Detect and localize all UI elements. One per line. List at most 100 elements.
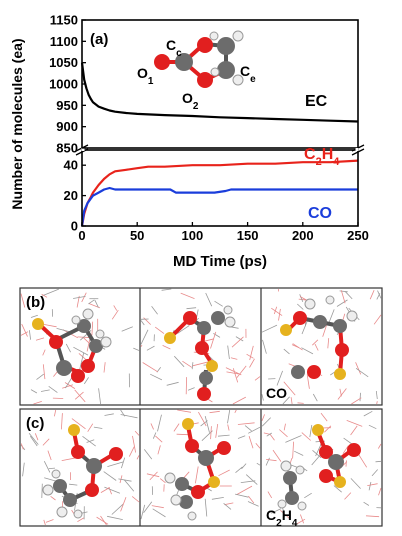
network-bond: [177, 325, 190, 334]
network-bond: [283, 348, 290, 355]
network-bond: [104, 486, 121, 494]
network-bond: [237, 422, 255, 425]
panel-label-a: (a): [90, 31, 108, 48]
network-bond: [232, 396, 246, 405]
network-bond: [300, 514, 304, 524]
network-bond: [306, 374, 310, 389]
network-bond: [100, 487, 110, 493]
network-bond: [280, 510, 291, 520]
network-bond: [20, 293, 26, 308]
network-bond: [65, 343, 71, 353]
network-bond: [79, 352, 85, 370]
chart-panel-a: 0 50 100 150 200 2508509009501000105011001150…: [9, 13, 369, 271]
ec-atom: [210, 67, 220, 77]
network-bond: [246, 353, 254, 359]
network-bond: [154, 326, 165, 334]
network-bond: [368, 424, 377, 430]
network-bond: [47, 450, 52, 461]
y-tick-label: 1050: [49, 55, 78, 70]
network-bond: [204, 415, 210, 433]
ec-atom: [217, 37, 235, 55]
network-bond: [368, 481, 372, 491]
network-bond: [282, 396, 290, 405]
network-bond: [309, 424, 313, 438]
network-bond: [226, 371, 239, 375]
network-bond: [377, 443, 382, 449]
snapshot-c3-molecule: [277, 424, 361, 511]
network-bond: [161, 288, 172, 291]
series-line-co: [80, 186, 358, 227]
network-bond: [120, 497, 127, 512]
plot-frame-upper: [81, 19, 359, 149]
network-bond: [43, 324, 57, 328]
network-bond: [107, 515, 123, 520]
network-bond: [191, 362, 194, 370]
network-bond: [33, 401, 42, 405]
network-bond: [93, 426, 103, 429]
y-axis-title: Number of molecules (ea): [9, 38, 25, 209]
network-bond: [235, 336, 244, 342]
network-bond: [62, 384, 74, 389]
network-bond: [248, 435, 254, 449]
network-bond: [41, 293, 48, 298]
network-bond: [48, 467, 56, 469]
network-bond: [186, 307, 197, 310]
network-bond: [151, 306, 158, 315]
network-bond: [103, 362, 106, 373]
network-bond: [44, 477, 56, 482]
snapshot-b3-molecule: [280, 295, 358, 380]
network-bond: [236, 485, 253, 495]
network-bond: [35, 337, 45, 341]
network-bond: [227, 424, 230, 431]
network-bond: [150, 423, 154, 430]
ec-atom: [217, 61, 235, 79]
network-bond: [283, 381, 296, 396]
network-bond: [248, 495, 255, 504]
y-tick-label: 40: [64, 158, 78, 173]
network-bond: [312, 339, 319, 346]
network-bond: [241, 463, 247, 470]
network-bond: [146, 345, 155, 351]
network-bond: [77, 517, 85, 523]
network-bond: [297, 402, 304, 404]
network-bond: [50, 495, 56, 501]
network-bond: [204, 498, 208, 517]
x-tick-label: 0: [78, 228, 85, 243]
axis-ticks: 0 50 100 150 200 2508509009501000105011001150…: [49, 13, 369, 244]
network-bond: [28, 433, 39, 445]
y-tick-label: 950: [56, 98, 78, 113]
network-bond: [131, 496, 140, 503]
network-bond: [152, 432, 157, 439]
network-bond: [87, 423, 94, 432]
network-bond: [279, 429, 288, 438]
network-bond: [140, 329, 149, 345]
network-bond: [134, 430, 140, 436]
network-bond: [336, 299, 348, 307]
network-bond: [71, 418, 86, 430]
network-bond: [120, 414, 138, 419]
series-label-co: CO: [308, 205, 332, 222]
network-bond: [132, 435, 136, 453]
network-bond: [376, 293, 381, 300]
network-bond: [312, 393, 318, 402]
network-bond: [342, 445, 349, 454]
network-bond: [345, 291, 353, 300]
network-bond: [41, 483, 43, 499]
network-bond: [327, 338, 330, 349]
network-bond: [245, 474, 258, 485]
network-bond: [249, 345, 254, 361]
network-bond: [30, 389, 38, 394]
product-label-c2h4: C2H4: [266, 507, 298, 529]
network-bond: [350, 478, 361, 489]
y-tick-label: 850: [56, 141, 78, 156]
network-bond: [265, 457, 270, 466]
atom-label-o1: O1: [137, 65, 154, 87]
network-bond: [261, 417, 271, 427]
network-bond: [20, 331, 29, 336]
network-bond: [297, 303, 304, 310]
network-bond: [73, 346, 89, 356]
atom-label-cc: Cc: [166, 37, 182, 59]
snapshot-c1-molecule: [42, 424, 123, 519]
network-bond: [174, 355, 185, 368]
network-bond: [266, 459, 277, 462]
